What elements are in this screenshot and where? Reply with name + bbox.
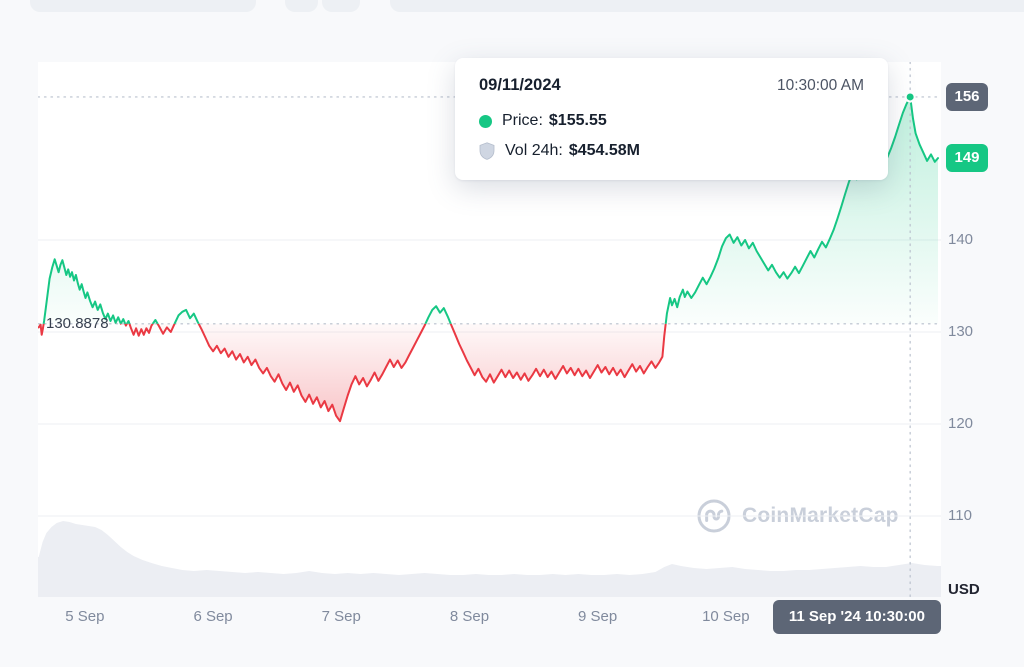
x-axis-label: 9 Sep <box>578 608 618 625</box>
y-axis-label: 110 <box>948 507 972 524</box>
y-axis-label: 140 <box>948 231 974 248</box>
toolbar-pill[interactable] <box>30 0 256 12</box>
price-area-above <box>38 96 938 324</box>
volume-label: Vol 24h: <box>505 142 563 159</box>
x-axis-label: 6 Sep <box>193 608 233 625</box>
toolbar-pill[interactable] <box>322 0 360 12</box>
x-axis-label: 8 Sep <box>449 608 490 625</box>
tooltip-price-row: Price: $155.55 <box>479 112 864 130</box>
x-axis-label: 10 Sep <box>702 608 750 625</box>
y-axis-label: 120 <box>948 415 974 432</box>
price-area-below <box>38 323 666 422</box>
tooltip-volume-row: Vol 24h: $454.58M <box>479 142 864 160</box>
volume-value: $454.58M <box>568 142 640 159</box>
tooltip-time: 10:30:00 AM <box>776 77 864 94</box>
baseline-price-label: 130.8878 <box>46 314 109 332</box>
volume-shield-icon <box>479 142 495 160</box>
chart-tooltip: 09/11/2024 10:30:00 AM Price: $155.55 Vo… <box>455 58 888 180</box>
y-axis-label: 130 <box>948 323 974 340</box>
last-price-badge: 149 <box>946 144 988 173</box>
price-label: Price: <box>502 112 543 129</box>
currency-unit-label: USD <box>948 581 980 598</box>
tooltip-date: 09/11/2024 <box>479 76 561 94</box>
hover-price-badge: 156 <box>946 82 988 111</box>
price-value: $155.55 <box>548 112 607 129</box>
hover-point-marker <box>904 91 916 103</box>
hover-date-badge: 11 Sep '24 10:30:00 <box>772 600 941 634</box>
toolbar-pill[interactable] <box>285 0 318 12</box>
x-axis-label: 5 Sep <box>65 608 105 625</box>
price-dot-icon <box>479 114 492 128</box>
x-axis-label: 7 Sep <box>321 608 361 625</box>
price-line-green <box>39 95 939 324</box>
volume-area <box>38 521 941 597</box>
price-chart-canvas[interactable] <box>38 62 941 597</box>
price-line-red <box>38 323 667 423</box>
toolbar-panel[interactable] <box>390 0 1024 12</box>
